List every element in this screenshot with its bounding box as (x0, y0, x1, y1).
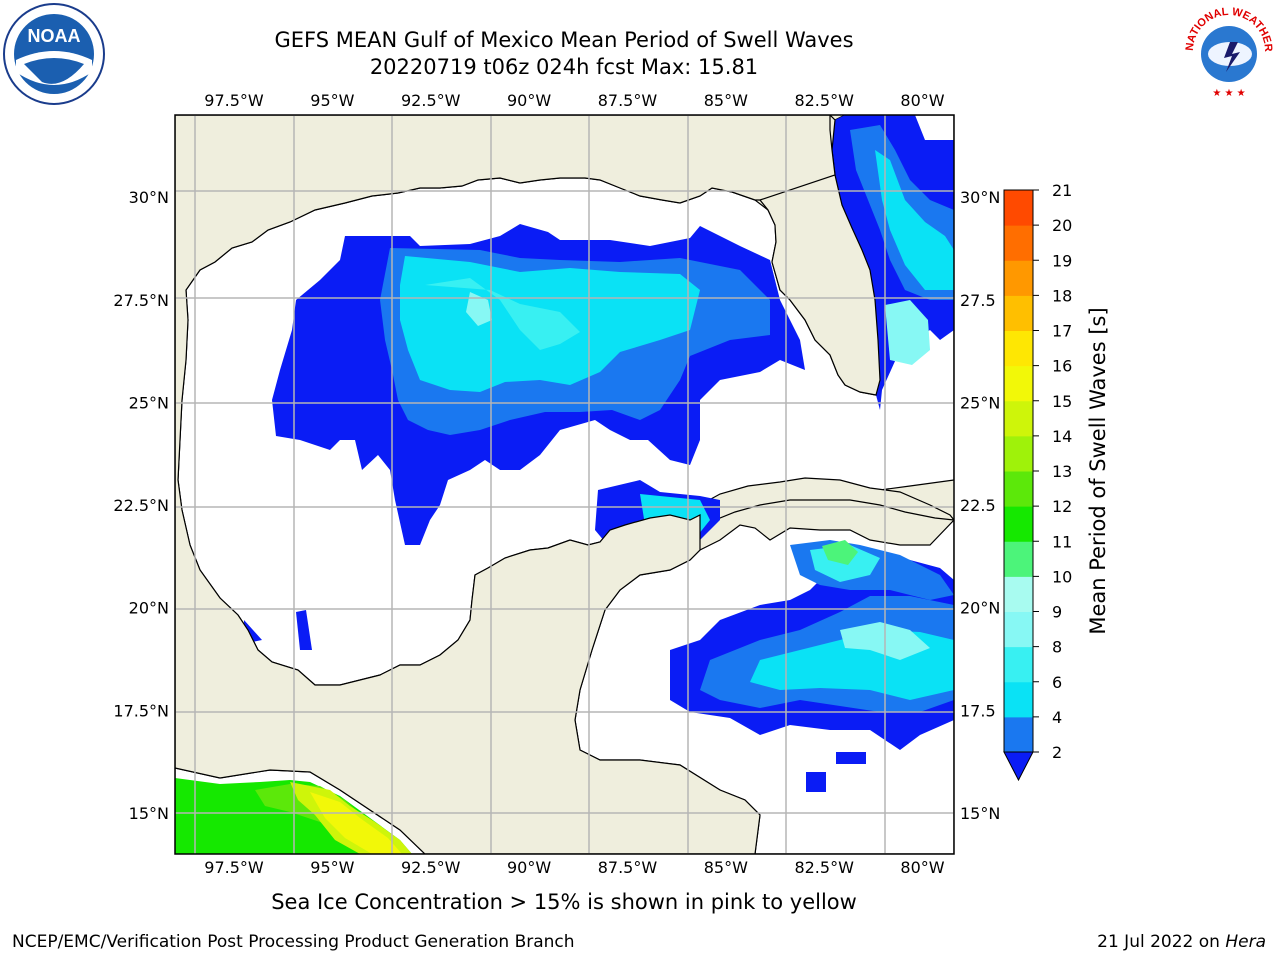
colorbar-label: Mean Period of Swell Waves [s] (1086, 307, 1110, 634)
nws-logo: NATIONAL WEATHER SERVICE ★ ★ ★ (1180, 2, 1276, 99)
lon-tick-label: 87.5°W (598, 858, 658, 877)
colorbar-tick-label: 18 (1052, 286, 1072, 305)
colorbar-segment (1004, 716, 1033, 753)
colorbar-tick-label: 2 (1052, 743, 1062, 762)
lon-tick-label: 95°W (310, 91, 354, 110)
lon-tick-label: 97.5°W (204, 91, 264, 110)
lon-tick-label: 97.5°W (204, 858, 264, 877)
colorbar-segment (1004, 576, 1033, 612)
noaa-logo-text: NOAA (28, 26, 81, 46)
colorbar-segment (1004, 225, 1033, 261)
lat-tick-label-right: 25°N (960, 393, 1000, 412)
cuba-island (699, 477, 954, 521)
lat-tick-label-right: 22.5 (960, 496, 996, 515)
lat-tick-label: 25°N (129, 393, 169, 412)
run-date-text: 21 Jul 2022 on (1097, 932, 1226, 952)
lon-tick-label: 85°W (704, 91, 748, 110)
chart-subtitle: 20220719 t06z 024h fcst Max: 15.81 (369, 55, 759, 79)
map-gridlines (175, 115, 954, 854)
colorbar-tick-label: 21 (1052, 181, 1072, 200)
colorbar-segment (1004, 611, 1033, 648)
colorbar-tick-label: 13 (1052, 462, 1072, 481)
lon-tick-label: 82.5°W (794, 91, 854, 110)
lon-tick-label: 85°W (704, 858, 748, 877)
lat-tick-label: 15°N (129, 804, 169, 823)
map-frame (174, 114, 955, 855)
colorbar-segment (1004, 646, 1033, 683)
lon-tick-label: 80°W (900, 858, 944, 877)
colorbar-tick-label: 17 (1052, 322, 1072, 341)
colorbar-segment (1004, 365, 1033, 402)
lat-tick-label: 27.5°N (113, 291, 169, 310)
lon-tick-labels-bottom: 97.5°W 95°W 92.5°W 90°W 87.5°W 85°W 82.5°W 80°W (204, 858, 945, 877)
run-date: 21 Jul 2022 on Hera (1097, 932, 1266, 952)
lon-tick-label: 92.5°W (401, 858, 461, 877)
colorbar-tick-label: 11 (1052, 532, 1072, 551)
sea-ice-note: Sea Ice Concentration > 15% is shown in … (271, 890, 857, 914)
colorbar-segment (1004, 681, 1033, 718)
lon-tick-label: 92.5°W (401, 91, 461, 110)
colorbar-tick-label: 9 (1052, 603, 1062, 622)
colorbar-segment (1004, 400, 1033, 437)
lat-tick-labels-right: 15°N 17.5 20°N 22.5 25°N 27.5 30°N (960, 188, 1000, 823)
lat-tick-label-right: 17.5 (960, 701, 996, 720)
colorbar-tick-label: 10 (1052, 567, 1072, 586)
lat-tick-label-right: 20°N (960, 599, 1000, 618)
lat-tick-label: 17.5°N (113, 701, 169, 720)
gulf-coast-land (175, 115, 836, 854)
lat-tick-label: 20°N (129, 599, 169, 618)
lat-tick-label: 22.5°N (113, 496, 169, 515)
lon-tick-label: 90°W (507, 858, 551, 877)
producer-credit: NCEP/EMC/Verification Post Processing Pr… (12, 932, 575, 952)
colorbar-tick-label: 4 (1052, 708, 1062, 727)
colorbar-segment (1004, 260, 1033, 296)
lon-tick-label: 95°W (310, 858, 354, 877)
lon-tick-labels-top: 97.5°W 95°W 92.5°W 90°W 87.5°W 85°W 82.5°W 80°W (204, 91, 945, 110)
colorbar-segment (1004, 471, 1033, 507)
lon-tick-label: 87.5°W (598, 91, 658, 110)
lat-tick-label-right: 27.5 (960, 291, 996, 310)
colorbar-tick-label: 8 (1052, 638, 1062, 657)
colorbar-tick-label: 14 (1052, 427, 1072, 446)
colorbar-tick-label: 15 (1052, 392, 1072, 411)
lat-tick-labels-left: 15°N 17.5°N 20°N 22.5°N 25°N 27.5°N 30°N (113, 188, 169, 823)
svg-text:★ ★ ★: ★ ★ ★ (1212, 88, 1245, 99)
colorbar-tick-label: 6 (1052, 673, 1062, 692)
colorbar-segment (1004, 295, 1033, 331)
colorbar: 2 4 6 8 9 10 11 12 13 14 15 16 17 18 19 20 21 (1003, 181, 1072, 782)
colorbar-segment (1004, 330, 1033, 367)
run-host: Hera (1225, 932, 1266, 952)
lon-tick-label: 90°W (507, 91, 551, 110)
swell-field (175, 115, 954, 854)
lat-tick-label-right: 30°N (960, 188, 1000, 207)
colorbar-tick-label: 19 (1052, 251, 1072, 270)
colorbar-tick-label: 20 (1052, 216, 1072, 235)
lon-tick-label: 80°W (900, 91, 944, 110)
colorbar-segment (1004, 541, 1033, 577)
lon-tick-label: 82.5°W (794, 858, 854, 877)
colorbar-segment (1004, 506, 1033, 542)
noaa-logo: NOAA (3, 3, 105, 105)
colorbar-tick-label: 16 (1052, 357, 1072, 376)
colorbar-segment (1004, 190, 1033, 226)
lat-tick-label: 30°N (129, 188, 169, 207)
chart-title: GEFS MEAN Gulf of Mexico Mean Period of … (274, 28, 854, 52)
colorbar-segment (1004, 435, 1033, 472)
lat-tick-label-right: 15°N (960, 804, 1000, 823)
colorbar-tick-label: 12 (1052, 497, 1072, 516)
colorbar-extend-min (1003, 751, 1034, 782)
